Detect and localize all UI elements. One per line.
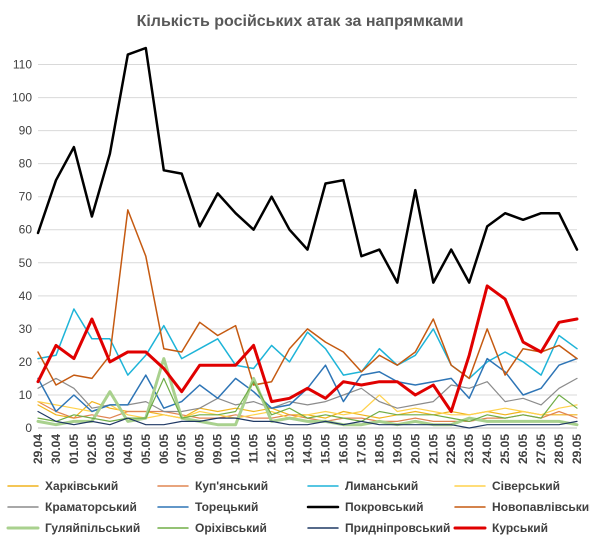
- legend-label: Курський: [492, 521, 548, 535]
- series-lines: [36, 46, 579, 429]
- legend-label: Покровський: [345, 500, 424, 514]
- legend: Харківський Куп'янський Лиманський Сіверськ…: [6, 479, 590, 535]
- legend-label: Гуляйпільський: [45, 521, 140, 535]
- x-tick-label: 01.05: [67, 434, 81, 464]
- x-tick-label: 15.05: [318, 434, 332, 464]
- x-tick-label: 24.05: [480, 434, 494, 464]
- x-tick-label: 13.05: [283, 434, 297, 464]
- x-tick-label: 11.05: [247, 434, 261, 464]
- x-tick-label: 25.05: [498, 434, 512, 464]
- x-axis: 29.04 30.04 01.05 02.05 03.05 04.05 05.05 06.05…: [31, 434, 584, 464]
- y-tick-label: 110: [13, 58, 32, 72]
- series-line: [36, 357, 579, 427]
- x-tick-label: 09.05: [211, 434, 225, 464]
- series-line: [37, 410, 578, 429]
- x-tick-label: 21.05: [426, 434, 440, 464]
- x-tick-label: 23.05: [462, 434, 476, 464]
- x-tick-label: 30.04: [49, 434, 63, 464]
- y-tick-label: 100: [12, 91, 32, 105]
- x-tick-label: 12.05: [265, 434, 279, 464]
- y-tick-label: 0: [25, 421, 32, 435]
- y-tick-label: 40: [19, 289, 33, 303]
- series-line: [36, 46, 579, 284]
- legend-label: Оріхівський: [195, 521, 267, 535]
- series-line: [37, 209, 578, 386]
- legend-label: Новопавлівський: [492, 500, 590, 514]
- y-tick-label: 80: [19, 157, 33, 171]
- x-tick-label: 02.05: [85, 434, 99, 464]
- x-tick-label: 06.05: [157, 434, 171, 464]
- x-tick-label: 22.05: [444, 434, 458, 464]
- x-tick-label: 18.05: [372, 434, 386, 464]
- x-tick-label: 29.04: [31, 434, 45, 464]
- x-tick-label: 19.05: [390, 434, 404, 464]
- y-tick-label: 10: [19, 388, 33, 402]
- x-tick-label: 20.05: [408, 434, 422, 464]
- x-tick-label: 10.05: [229, 434, 243, 464]
- legend-label: Торецький: [195, 500, 258, 514]
- legend-label: Краматорський: [45, 500, 137, 514]
- series-line: [37, 308, 578, 380]
- x-tick-label: 14.05: [301, 434, 315, 464]
- x-tick-label: 05.05: [139, 434, 153, 464]
- chart-title: Кількість російських атак за напрямками: [137, 13, 464, 30]
- x-tick-label: 26.05: [516, 434, 530, 464]
- series-line: [36, 284, 579, 413]
- x-tick-label: 28.05: [552, 434, 566, 464]
- y-tick-label: 90: [19, 124, 33, 138]
- y-axis: 0 10 20 30 40 50 60 70 80 90 100 110: [12, 58, 32, 435]
- x-tick-label: 16.05: [336, 434, 350, 464]
- y-tick-label: 20: [19, 355, 33, 369]
- x-tick-label: 29.05: [570, 434, 584, 464]
- x-tick-label: 07.05: [175, 434, 189, 464]
- series-line: [37, 394, 578, 419]
- legend-label: Харківський: [45, 479, 118, 493]
- y-tick-label: 30: [19, 322, 33, 336]
- y-tick-label: 60: [19, 223, 33, 237]
- legend-label: Лиманський: [345, 479, 418, 493]
- x-tick-label: 08.05: [193, 434, 207, 464]
- legend-label: Придніпровський: [345, 521, 450, 535]
- legend-label: Сіверський: [492, 479, 560, 493]
- x-tick-label: 17.05: [354, 434, 368, 464]
- x-tick-label: 04.05: [121, 434, 135, 464]
- y-tick-label: 50: [19, 256, 33, 270]
- x-tick-label: 27.05: [534, 434, 548, 464]
- y-tick-label: 70: [19, 190, 33, 204]
- gridlines: [38, 64, 577, 429]
- x-tick-label: 03.05: [103, 434, 117, 464]
- legend-label: Куп'янський: [195, 479, 268, 493]
